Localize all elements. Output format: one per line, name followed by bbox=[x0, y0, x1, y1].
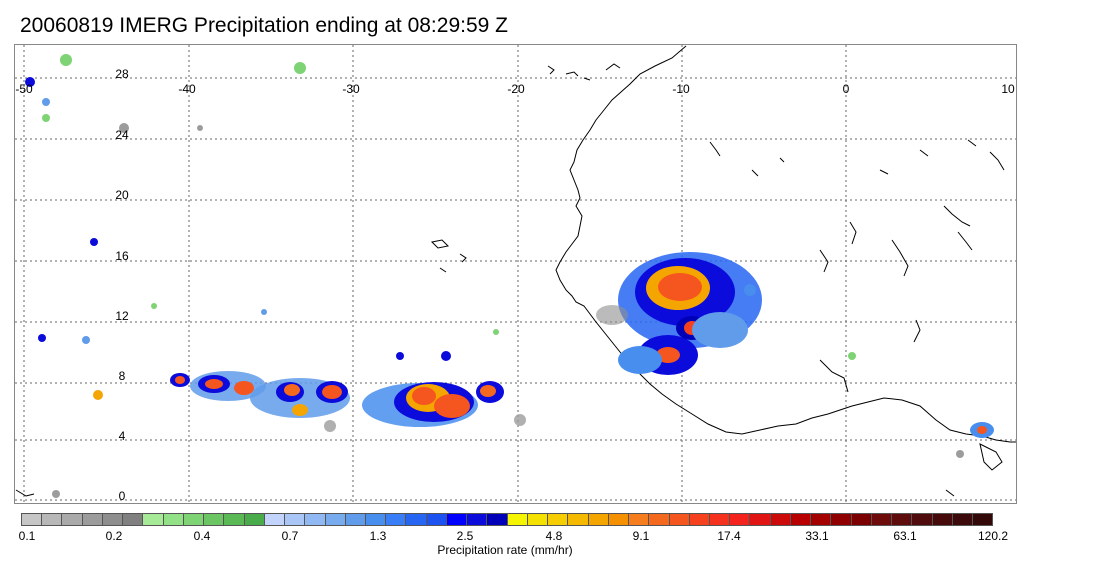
colorbar-swatch bbox=[770, 514, 791, 525]
lat-label: 12 bbox=[115, 309, 129, 323]
colorbar-swatch bbox=[608, 514, 630, 525]
colorbar-swatch bbox=[973, 514, 993, 525]
colorbar-swatch bbox=[42, 514, 63, 525]
colorbar-title: Precipitation rate (mm/hr) bbox=[437, 543, 573, 557]
colorbar-swatch bbox=[851, 514, 872, 525]
colorbar bbox=[21, 513, 993, 526]
colorbar-swatch bbox=[244, 514, 265, 525]
colorbar-swatch bbox=[487, 514, 508, 525]
colorbar-swatch bbox=[952, 514, 974, 525]
colorbar-swatch bbox=[912, 514, 933, 525]
colorbar-swatch bbox=[345, 514, 366, 525]
colorbar-tick-label: 1.3 bbox=[369, 529, 387, 543]
lat-label: 28 bbox=[115, 67, 129, 81]
colorbar-tick-label: 4.8 bbox=[545, 529, 563, 543]
colorbar-tick-label: 33.1 bbox=[805, 529, 829, 543]
lon-label: 10 bbox=[1001, 82, 1015, 96]
colorbar-tick-label: 0.1 bbox=[18, 529, 36, 543]
colorbar-swatch bbox=[365, 514, 387, 525]
lat-label: 16 bbox=[115, 249, 129, 263]
lat-label: 0 bbox=[118, 489, 126, 503]
colorbar-swatch bbox=[811, 514, 832, 525]
colorbar-swatch bbox=[305, 514, 326, 525]
graticule bbox=[15, 45, 1016, 503]
colorbar-swatch bbox=[507, 514, 528, 525]
colorbar-tick-label: 120.2 bbox=[977, 529, 1009, 543]
colorbar-swatch bbox=[163, 514, 184, 525]
colorbar-swatch bbox=[285, 514, 306, 525]
lon-label: -20 bbox=[507, 82, 525, 96]
colorbar-swatch bbox=[22, 514, 43, 525]
colorbar-swatch bbox=[183, 514, 205, 525]
colorbar-swatch bbox=[730, 514, 751, 525]
colorbar-swatch bbox=[82, 514, 103, 525]
colorbar-tick-label: 17.4 bbox=[717, 529, 741, 543]
lon-label: -10 bbox=[672, 82, 690, 96]
colorbar-swatch bbox=[892, 514, 913, 525]
colorbar-swatch bbox=[568, 514, 589, 525]
colorbar-swatch bbox=[750, 514, 771, 525]
colorbar-swatch bbox=[204, 514, 225, 525]
inland-waters bbox=[15, 63, 1005, 497]
lat-label: 8 bbox=[118, 369, 126, 383]
colorbar-swatch bbox=[588, 514, 609, 525]
colorbar-swatch bbox=[62, 514, 83, 525]
colorbar-swatch bbox=[102, 514, 124, 525]
colorbar-swatch bbox=[446, 514, 468, 525]
colorbar-tick-label: 63.1 bbox=[893, 529, 917, 543]
colorbar-swatch bbox=[386, 514, 407, 525]
colorbar-tick-label: 0.4 bbox=[193, 529, 211, 543]
precipitation-field bbox=[25, 54, 994, 498]
colorbar-swatch bbox=[264, 514, 286, 525]
colorbar-swatch bbox=[467, 514, 488, 525]
colorbar-swatch bbox=[527, 514, 549, 525]
colorbar-swatch bbox=[143, 514, 164, 525]
lat-label: 20 bbox=[115, 188, 129, 202]
colorbar-swatch bbox=[224, 514, 245, 525]
colorbar-swatch bbox=[790, 514, 812, 525]
lon-label: -50 bbox=[15, 82, 33, 96]
colorbar-swatch bbox=[689, 514, 710, 525]
lon-label: -30 bbox=[342, 82, 360, 96]
colorbar-swatch bbox=[932, 514, 953, 525]
colorbar-swatch bbox=[426, 514, 447, 525]
lat-label: 4 bbox=[118, 429, 126, 443]
colorbar-tick-label: 0.7 bbox=[281, 529, 299, 543]
map-title: 20060819 IMERG Precipitation ending at 0… bbox=[20, 14, 508, 37]
colorbar-swatch bbox=[406, 514, 427, 525]
map-frame bbox=[14, 44, 1017, 504]
colorbar-tick-label: 9.1 bbox=[632, 529, 650, 543]
colorbar-swatch bbox=[709, 514, 731, 525]
colorbar-swatch bbox=[669, 514, 690, 525]
lon-label: -40 bbox=[178, 82, 196, 96]
colorbar-swatch bbox=[123, 514, 144, 525]
colorbar-swatch bbox=[649, 514, 670, 525]
colorbar-swatch bbox=[325, 514, 346, 525]
colorbar-swatch bbox=[548, 514, 569, 525]
colorbar-tick-label: 2.5 bbox=[456, 529, 474, 543]
lat-label: 24 bbox=[115, 128, 129, 142]
africa-coastline bbox=[555, 45, 1016, 443]
colorbar-swatch bbox=[831, 514, 852, 525]
colorbar-swatch bbox=[871, 514, 893, 525]
lon-label: 0 bbox=[842, 82, 850, 96]
colorbar-tick-label: 0.2 bbox=[105, 529, 123, 543]
colorbar-swatch bbox=[629, 514, 650, 525]
